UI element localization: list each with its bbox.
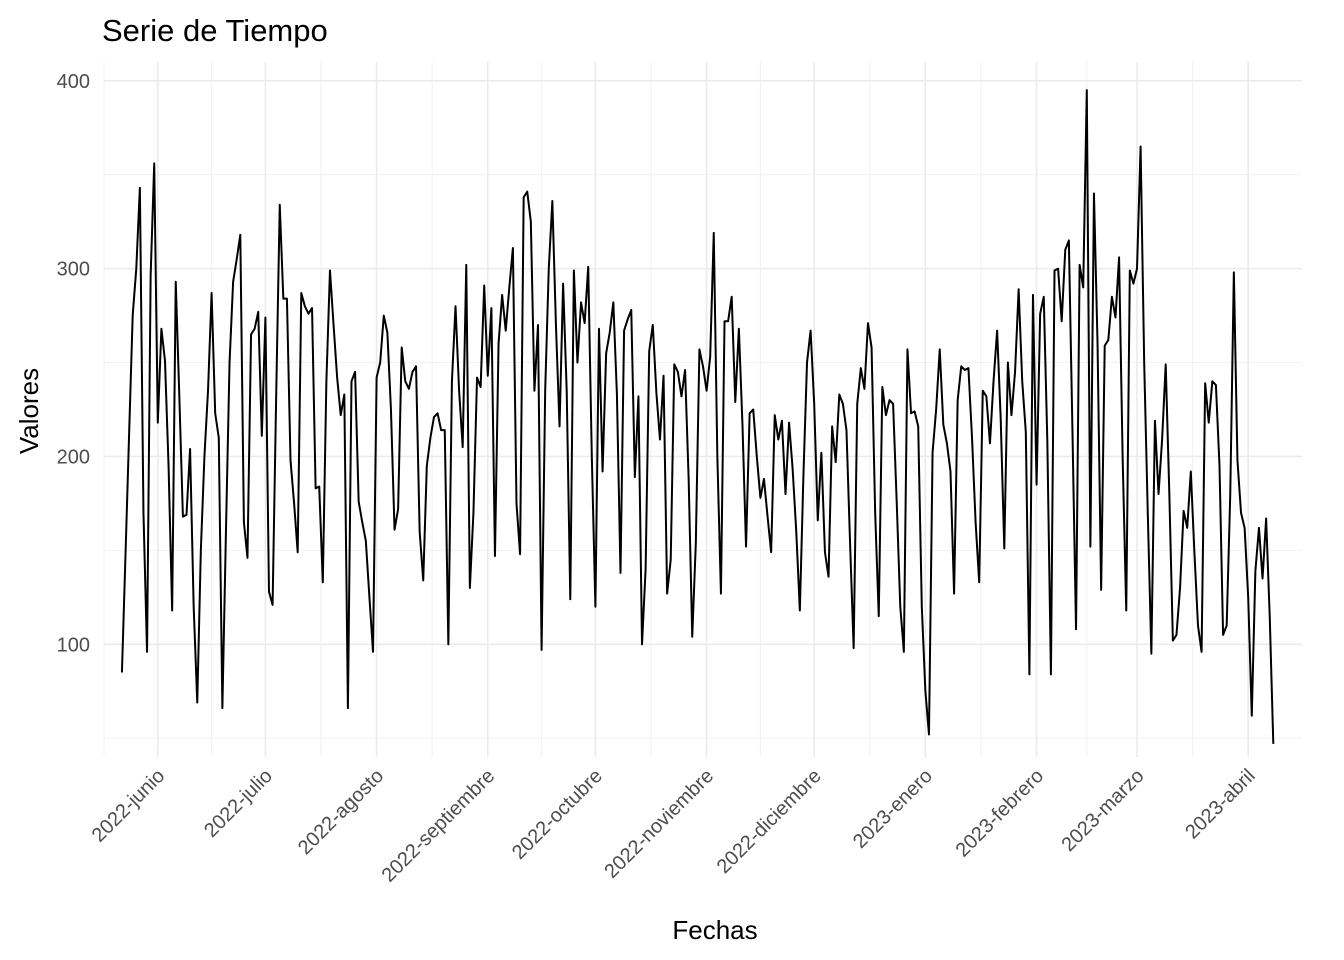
x-axis-ticks: 2022-junio 2022-julio 2022-agosto2022-sept… — [88, 765, 1260, 887]
series-layer — [120, 89, 1275, 744]
x-tick-label: 2023-enero — [849, 765, 937, 853]
y-tick-label: 400 — [57, 71, 90, 93]
y-tick-label: 300 — [57, 259, 90, 281]
y-tick-label: 100 — [57, 634, 90, 656]
chart-title: Serie de Tiempo — [102, 13, 328, 48]
x-tick-label: 2023-febrero — [952, 765, 1049, 862]
x-axis-title: Fechas — [672, 915, 757, 945]
x-tick-label: 2022-diciembre — [713, 765, 826, 878]
y-axis-ticks: 100 200 300 400 — [57, 71, 90, 657]
x-tick-label: 2022-octubre — [508, 765, 607, 864]
x-tick-label: 2022-noviembre — [600, 765, 718, 883]
y-tick-label: 200 — [57, 446, 90, 468]
x-tick-label: 2022-agosto — [294, 765, 388, 859]
y-axis-title: Valores — [14, 368, 44, 454]
grid — [103, 62, 1302, 757]
x-tick-label: 2023-marzo — [1058, 765, 1149, 856]
x-tick-label: 2022-junio — [88, 765, 170, 847]
x-tick-label: 2023-abril — [1181, 765, 1259, 843]
series-line — [120, 89, 1275, 744]
x-tick-label: 2022-julio — [200, 765, 277, 842]
x-tick-label: 2022-septiembre — [378, 765, 500, 887]
